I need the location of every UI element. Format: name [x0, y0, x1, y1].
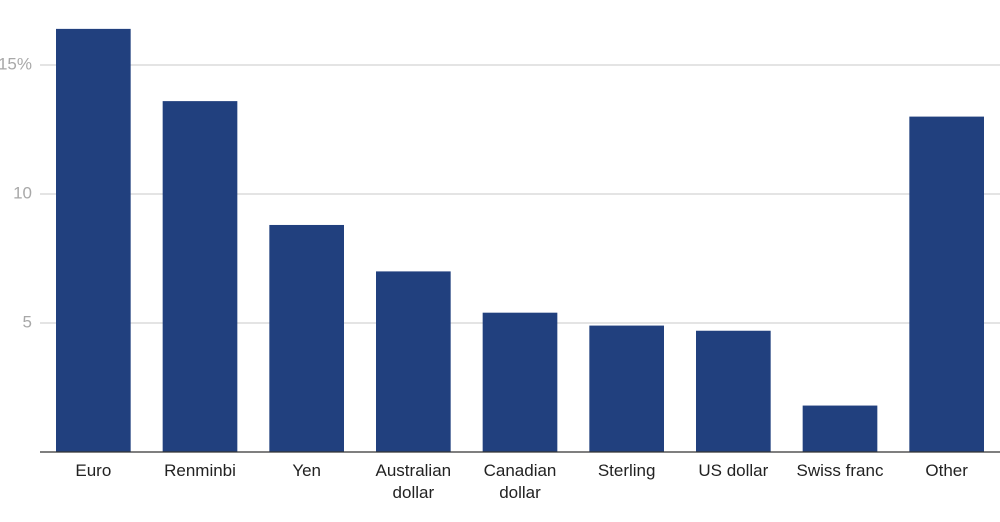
y-tick-label: 10 — [13, 183, 32, 202]
bar — [802, 405, 878, 452]
x-tick-label: Swiss franc — [796, 461, 884, 480]
bar — [482, 312, 558, 452]
x-tick-label: Australian dollar — [375, 461, 452, 502]
x-tick-label: Other — [925, 461, 968, 480]
bar — [589, 325, 664, 452]
bar — [56, 28, 131, 452]
bar — [376, 271, 451, 452]
y-tick-label: 5 — [23, 312, 32, 331]
x-tick-label: Euro — [75, 461, 112, 480]
x-tick-label-box: Other — [925, 461, 968, 480]
y-tick-label: 15% — [0, 54, 32, 73]
x-tick-label-box: Sterling — [597, 461, 656, 480]
bar — [162, 101, 238, 453]
x-tick-label: US dollar — [698, 461, 769, 480]
x-tick-label-box: Australian dollar — [375, 461, 452, 502]
bar — [909, 116, 984, 452]
x-tick-label: Renminbi — [164, 461, 236, 480]
x-tick-label-box: Renminbi — [164, 461, 236, 480]
x-tick-label: Sterling — [597, 461, 656, 480]
x-tick-label: Yen — [292, 461, 321, 480]
x-tick-label-box: Euro — [75, 461, 112, 480]
bar — [269, 224, 344, 452]
x-tick-label-box: Canadian dollar — [483, 461, 557, 502]
x-tick-label-box: US dollar — [698, 461, 769, 480]
x-tick-label-box: Swiss franc — [796, 461, 884, 480]
bar — [696, 330, 771, 452]
x-tick-label-box: Yen — [292, 461, 321, 480]
x-tick-label: Canadian dollar — [483, 461, 557, 502]
